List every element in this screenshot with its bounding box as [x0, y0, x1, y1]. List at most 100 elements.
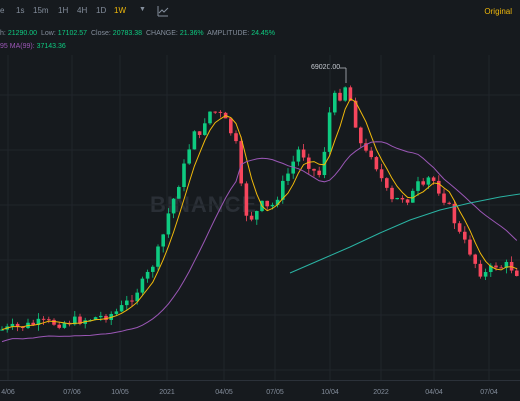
candle-body: [379, 169, 384, 179]
candle-body: [390, 187, 394, 200]
candle-body: [249, 215, 254, 220]
candle-body: [130, 300, 134, 302]
candle-body: [104, 315, 108, 320]
view-mode-original[interactable]: Original: [484, 7, 512, 16]
candle-body: [307, 157, 311, 169]
amplitude-label: AMPLITUDE:: [207, 30, 250, 37]
x-label: 07/04: [480, 389, 498, 396]
candle-body: [468, 239, 472, 255]
candle-body: [234, 133, 238, 142]
candle-body: [88, 319, 93, 321]
candle-body: [0, 329, 4, 331]
x-label: 07/06: [63, 389, 81, 396]
candle-body: [385, 178, 389, 188]
chart-toolbar: e 1s 15m 1H 4H 1D 1W ▼ Original: [0, 0, 520, 24]
candle-body: [359, 127, 363, 144]
candle-body: [515, 270, 519, 276]
candle-body: [99, 315, 103, 318]
candle-body: [208, 111, 212, 124]
x-label: 2022: [373, 389, 389, 396]
candle-body: [119, 305, 124, 312]
candle-body: [338, 92, 342, 101]
candle-body: [135, 292, 139, 302]
candle-body: [437, 180, 441, 194]
x-axis: 4/06 07/06 10/05 2021 04/05 07/05 10/04 …: [0, 380, 520, 401]
candle-body: [317, 170, 321, 176]
candle-body: [244, 183, 249, 216]
candle-body: [182, 163, 186, 188]
candle-body: [156, 246, 160, 267]
candle-body: [78, 316, 82, 324]
ma-prefix: 95: [0, 43, 8, 50]
candle-body: [281, 180, 285, 200]
candle-body: [301, 149, 306, 158]
chart-canvas: [0, 55, 520, 380]
candle-body: [145, 271, 150, 279]
candlestick-chart[interactable]: [0, 55, 520, 380]
x-label: 10/04: [321, 389, 339, 396]
amplitude-value: 24.45%: [251, 30, 275, 37]
tab-1s[interactable]: 1s: [16, 6, 25, 15]
x-label: 04/05: [215, 389, 233, 396]
candle-body: [166, 213, 171, 235]
ma99-line: [289, 193, 520, 274]
tab-4h[interactable]: 4H: [77, 6, 88, 15]
candle-body: [494, 265, 498, 268]
candle-body: [239, 141, 243, 184]
ohlc-info: h: 21290.00 Low: 17102.57 Close: 20783.38 C…: [0, 30, 277, 37]
x-label: 4/06: [1, 389, 15, 396]
candle-body: [114, 311, 119, 314]
candle-body: [47, 319, 51, 321]
candle-body: [343, 87, 347, 101]
candle-body: [312, 168, 316, 171]
tab-1w[interactable]: 1W: [114, 6, 126, 15]
ma-info: 95 MA(99): 37143.36: [0, 43, 66, 50]
candle-body: [171, 198, 176, 214]
candle-body: [426, 177, 431, 185]
candle-body: [275, 199, 280, 205]
tab-1d[interactable]: 1D: [96, 6, 107, 15]
candle-body: [203, 123, 207, 135]
time-tab-partial[interactable]: e: [0, 6, 5, 15]
candle-body: [192, 131, 197, 150]
candle-body: [197, 131, 202, 135]
high-value: 21290.00: [7, 30, 38, 37]
candle-body: [62, 322, 67, 328]
candle-body: [270, 204, 275, 207]
candle-body: [442, 193, 446, 203]
tab-15m[interactable]: 15m: [33, 6, 49, 15]
candle-body: [447, 202, 451, 204]
candle-body: [10, 323, 15, 327]
candle-body: [286, 173, 290, 181]
candle-body: [489, 265, 493, 273]
candle-body: [73, 316, 77, 325]
tab-1h[interactable]: 1H: [58, 6, 69, 15]
more-timeframes-chevron-down-icon[interactable]: ▼: [139, 6, 146, 13]
candle-body: [478, 263, 483, 277]
candle-body: [333, 92, 337, 113]
candle-body: [52, 319, 56, 325]
candle-body: [463, 231, 467, 240]
candle-body: [431, 177, 436, 181]
candle-body: [369, 150, 373, 158]
high-label: h:: [0, 30, 6, 37]
candle-body: [161, 234, 165, 247]
candle-body: [400, 197, 405, 200]
candle-body: [93, 317, 98, 320]
candle-body: [499, 267, 503, 269]
candle-body: [348, 87, 353, 101]
indicator-icon[interactable]: [157, 5, 169, 17]
candle-body: [364, 143, 368, 151]
close-value: 20783.38: [112, 30, 142, 37]
candle-body: [213, 111, 217, 113]
peak-price-label: 69020.00: [311, 64, 341, 71]
candle-body: [473, 254, 477, 264]
candle-body: [57, 324, 61, 328]
candle-body: [504, 261, 509, 268]
candle-body: [405, 199, 410, 203]
change-value: 21.36%: [179, 30, 204, 37]
candle-body: [218, 111, 223, 113]
candle-body: [457, 223, 462, 232]
candle-body: [411, 190, 415, 203]
candle-body: [296, 149, 301, 162]
